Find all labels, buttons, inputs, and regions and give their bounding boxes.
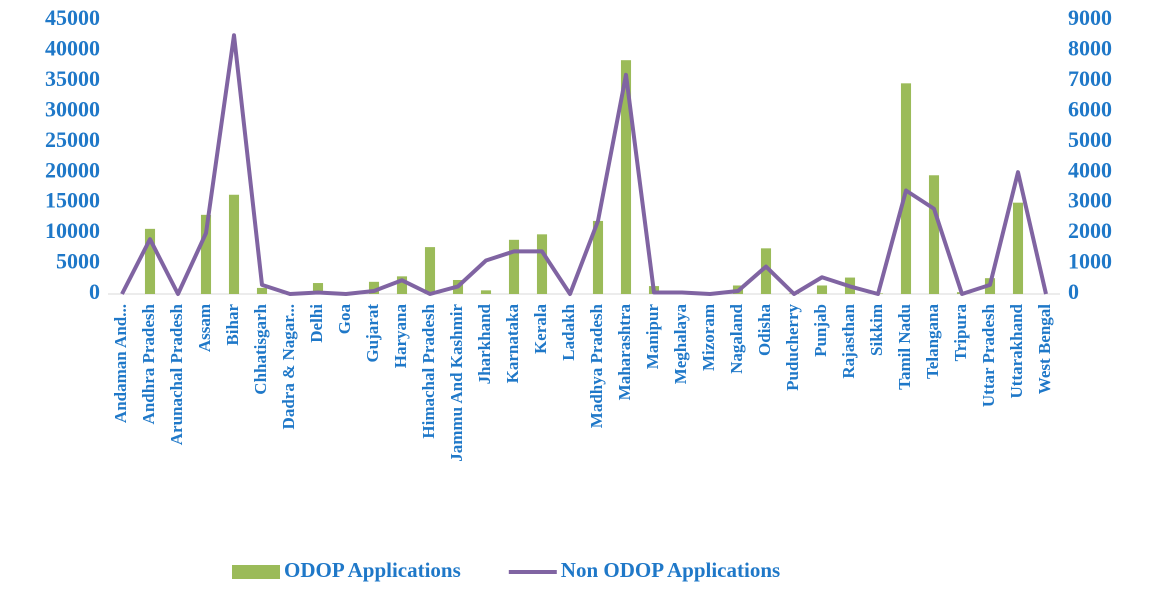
x-tick-label: Uttarakhand (1007, 303, 1026, 398)
bar (144, 228, 156, 294)
y-tick-label: 5000 (56, 249, 100, 274)
y2-tick-label: 9000 (1068, 5, 1112, 30)
x-tick-label: Meghalaya (671, 304, 690, 385)
x-tick-label: Punjab (811, 304, 830, 357)
x-tick-label: West Bengal (1035, 304, 1054, 394)
x-tick-label: Manipur (643, 304, 662, 370)
y-tick-label: 0 (89, 279, 100, 304)
x-tick-label: Madhya Pradesh (587, 303, 606, 428)
x-tick-label: Jammu And Kashmir (447, 304, 466, 462)
line (120, 33, 1048, 296)
x-tick-label: Assam (195, 304, 214, 352)
legend-label: Non ODOP Applications (561, 558, 780, 582)
x-tick-label: Puducherry (783, 304, 802, 391)
x-tick-label: Goa (335, 304, 354, 335)
y-tick-label: 15000 (45, 188, 100, 213)
bar (620, 60, 632, 294)
bar (536, 234, 548, 294)
y-tick-label: 45000 (45, 5, 100, 30)
x-tick-label: Ladakh (559, 303, 578, 360)
x-tick-label: Kerala (531, 304, 550, 355)
x-tick-label: Karnataka (503, 304, 522, 384)
y-tick-label: 20000 (45, 157, 100, 182)
x-tick-label: Gujarat (363, 304, 382, 363)
bar (312, 283, 324, 294)
y2-tick-label: 1000 (1068, 249, 1112, 274)
y2-tick-label: 4000 (1068, 157, 1112, 182)
x-tick-label: Tripura (951, 304, 970, 362)
y2-tick-label: 6000 (1068, 96, 1112, 121)
y2-tick-label: 7000 (1068, 66, 1112, 91)
x-tick-label: Delhi (307, 304, 326, 343)
x-tick-label: Sikkim (867, 304, 886, 356)
x-tick-label: Jharkhand (475, 303, 494, 384)
x-tick-label: Himachal Pradesh (419, 303, 438, 438)
bar (760, 248, 772, 294)
y-tick-label: 30000 (45, 96, 100, 121)
y2-tick-label: 3000 (1068, 188, 1112, 213)
x-tick-label: Mizoram (699, 304, 718, 371)
x-tick-label: Odisha (755, 304, 774, 356)
x-tick-label: Telangana (923, 304, 942, 379)
x-tick-label: Andhra Pradesh (139, 303, 158, 424)
y-tick-label: 10000 (45, 218, 100, 243)
y-tick-label: 25000 (45, 127, 100, 152)
x-tick-label: Maharashtra (615, 304, 634, 401)
y2-tick-label: 0 (1068, 279, 1079, 304)
x-tick-label: Rajasthan (839, 303, 858, 378)
bar (256, 287, 268, 294)
y-tick-label: 40000 (45, 35, 100, 60)
bar (424, 247, 436, 294)
bar (200, 214, 212, 294)
bar (1012, 202, 1024, 294)
legend-label: ODOP Applications (284, 558, 461, 582)
x-tick-label: Chhatisgarh (251, 303, 270, 394)
x-tick-label: Uttar Pradesh (979, 303, 998, 407)
x-tick-label: Dadra & Nagar... (279, 304, 298, 429)
bar (228, 194, 240, 294)
y2-tick-label: 8000 (1068, 35, 1112, 60)
bar (816, 285, 828, 294)
x-tick-label: Haryana (391, 304, 410, 369)
x-tick-label: Bihar (223, 304, 242, 346)
x-tick-label: Nagaland (727, 303, 746, 373)
legend-swatch (232, 565, 280, 579)
y2-tick-label: 5000 (1068, 127, 1112, 152)
bar (396, 276, 408, 294)
bar (928, 175, 940, 294)
bar (508, 239, 520, 294)
x-tick-label: Andaman And... (111, 304, 130, 423)
y2-tick-label: 2000 (1068, 218, 1112, 243)
x-tick-label: Tamil Nadu (895, 304, 914, 390)
bar (480, 290, 492, 294)
y-tick-label: 35000 (45, 66, 100, 91)
x-tick-label: Arunachal Pradesh (167, 303, 186, 445)
bar (592, 220, 604, 294)
bar (368, 281, 380, 294)
